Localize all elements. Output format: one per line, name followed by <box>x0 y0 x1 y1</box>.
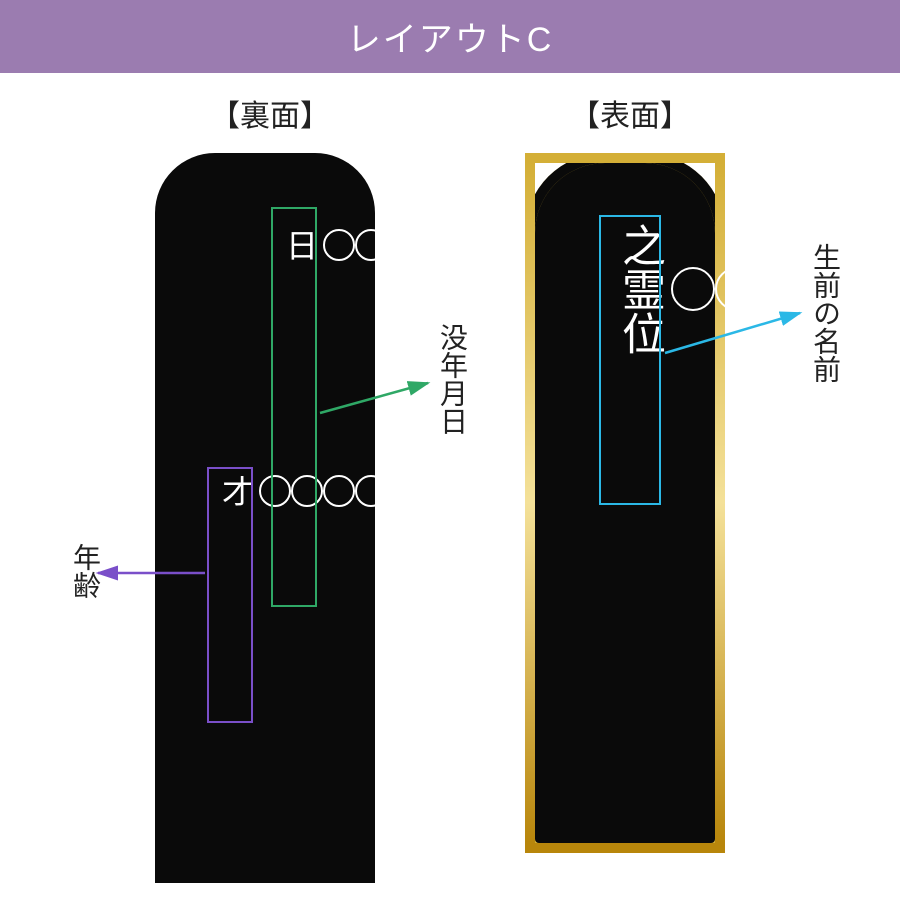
placeholder-circle <box>323 475 355 507</box>
front-name-column: 之霊位 <box>607 223 891 355</box>
front-label: 【表面】 <box>570 91 690 135</box>
placeholder-circle <box>355 229 387 261</box>
placeholder-circle <box>847 267 891 311</box>
arrow-overlay <box>0 73 900 903</box>
front-tablet: 之霊位 <box>525 153 725 853</box>
placeholder-circle <box>433 229 465 261</box>
placeholder-circle <box>671 267 715 311</box>
date-annotation: 没年月日 <box>432 323 472 435</box>
date-month: 月 <box>387 229 433 261</box>
placeholder-circle <box>715 267 759 311</box>
date-day: 日 <box>277 229 323 261</box>
placeholder-circle <box>759 267 803 311</box>
front-suffix: 之霊位 <box>607 223 671 355</box>
header-bar: レイアウトC <box>0 0 900 73</box>
placeholder-circle <box>323 229 355 261</box>
header-title: レイアウトC <box>347 21 554 59</box>
placeholder-circle <box>291 475 323 507</box>
name-annotation: 生前の名前 <box>805 243 845 383</box>
placeholder-circle <box>355 475 387 507</box>
back-label: 【裏面】 <box>210 91 330 135</box>
age-suffix: 才 <box>213 475 259 507</box>
placeholder-circle <box>259 475 291 507</box>
placeholder-circle <box>387 475 419 507</box>
age-annotation: 年齢 <box>65 543 105 599</box>
back-tablet: 平成 年 月 日 才 <box>155 153 375 883</box>
back-age-column: 才 <box>213 473 419 509</box>
diagram-canvas: 【裏面】 【表面】 平成 年 月 日 才 <box>0 73 900 903</box>
date-year: 年 <box>465 229 511 261</box>
